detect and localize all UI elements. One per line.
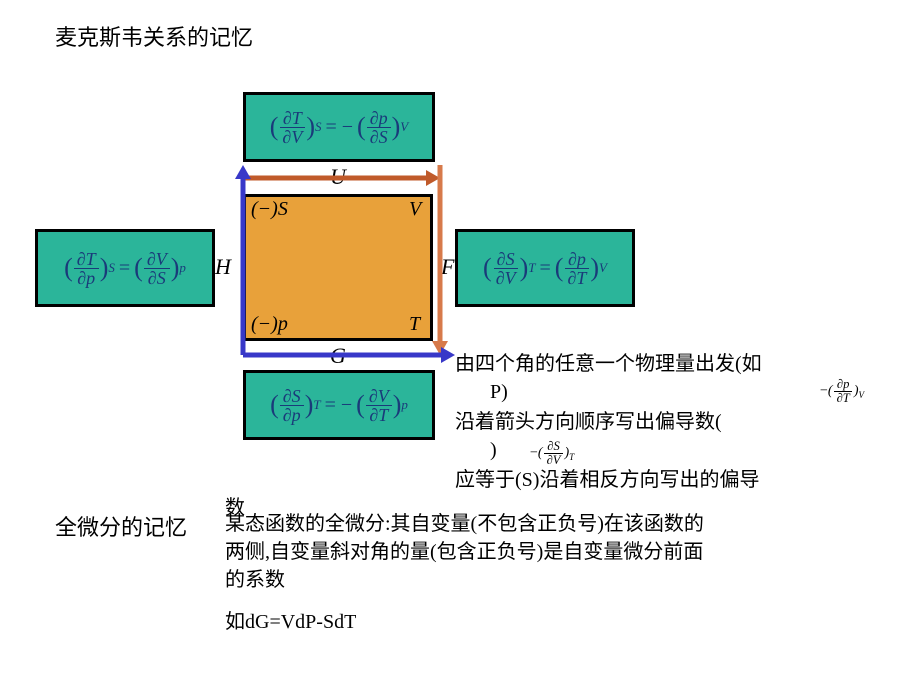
total-diff-desc: 某态函数的全微分:其自变量(不包含正负号)在该函数的 两侧,自变量斜对角的量(包… xyxy=(225,510,825,594)
eq-box-right: (∂S∂V)T=(∂p∂T)V xyxy=(455,229,635,307)
eq-box-top: (∂T∂V)S= −(∂p∂S)V xyxy=(243,92,435,162)
small-frac-2: −(∂S∂V)T xyxy=(530,440,574,466)
edge-left: H xyxy=(215,254,231,280)
annotation-line1: 由四个角的任意一个物理量出发(如 xyxy=(455,350,885,378)
corner-bl: (−)p xyxy=(251,313,288,336)
annotation-line3: 应等于(S)沿着相反方向写出的偏导 xyxy=(455,466,885,494)
small-frac-1: −(∂p∂T)V xyxy=(820,378,864,404)
corner-br: T xyxy=(409,313,420,336)
arrow-right-orange xyxy=(432,165,448,355)
annotation-line3b: 数 xyxy=(225,494,245,522)
eq-box-bottom: (∂S∂p)T= −(∂V∂T)p xyxy=(243,370,435,440)
corner-tl: (−)S xyxy=(251,198,288,221)
annotation-line2: 沿着箭头方向顺序写出偏导数( xyxy=(455,408,885,436)
arrow-top-orange xyxy=(243,170,440,186)
annotation-line2b: ) xyxy=(490,436,497,464)
arrow-left-blue xyxy=(235,165,251,355)
annotation-line1b: P) xyxy=(490,378,508,406)
corner-tr: V xyxy=(409,198,421,221)
eq-box-left: (∂T∂p)S=(∂V∂S)p xyxy=(35,229,215,307)
arrow-bottom-blue xyxy=(243,347,455,363)
total-diff-example: 如dG=VdP-SdT xyxy=(225,608,356,636)
maxwell-title: 麦克斯韦关系的记忆 xyxy=(55,20,253,52)
total-diff-title: 全微分的记忆 xyxy=(55,510,187,542)
